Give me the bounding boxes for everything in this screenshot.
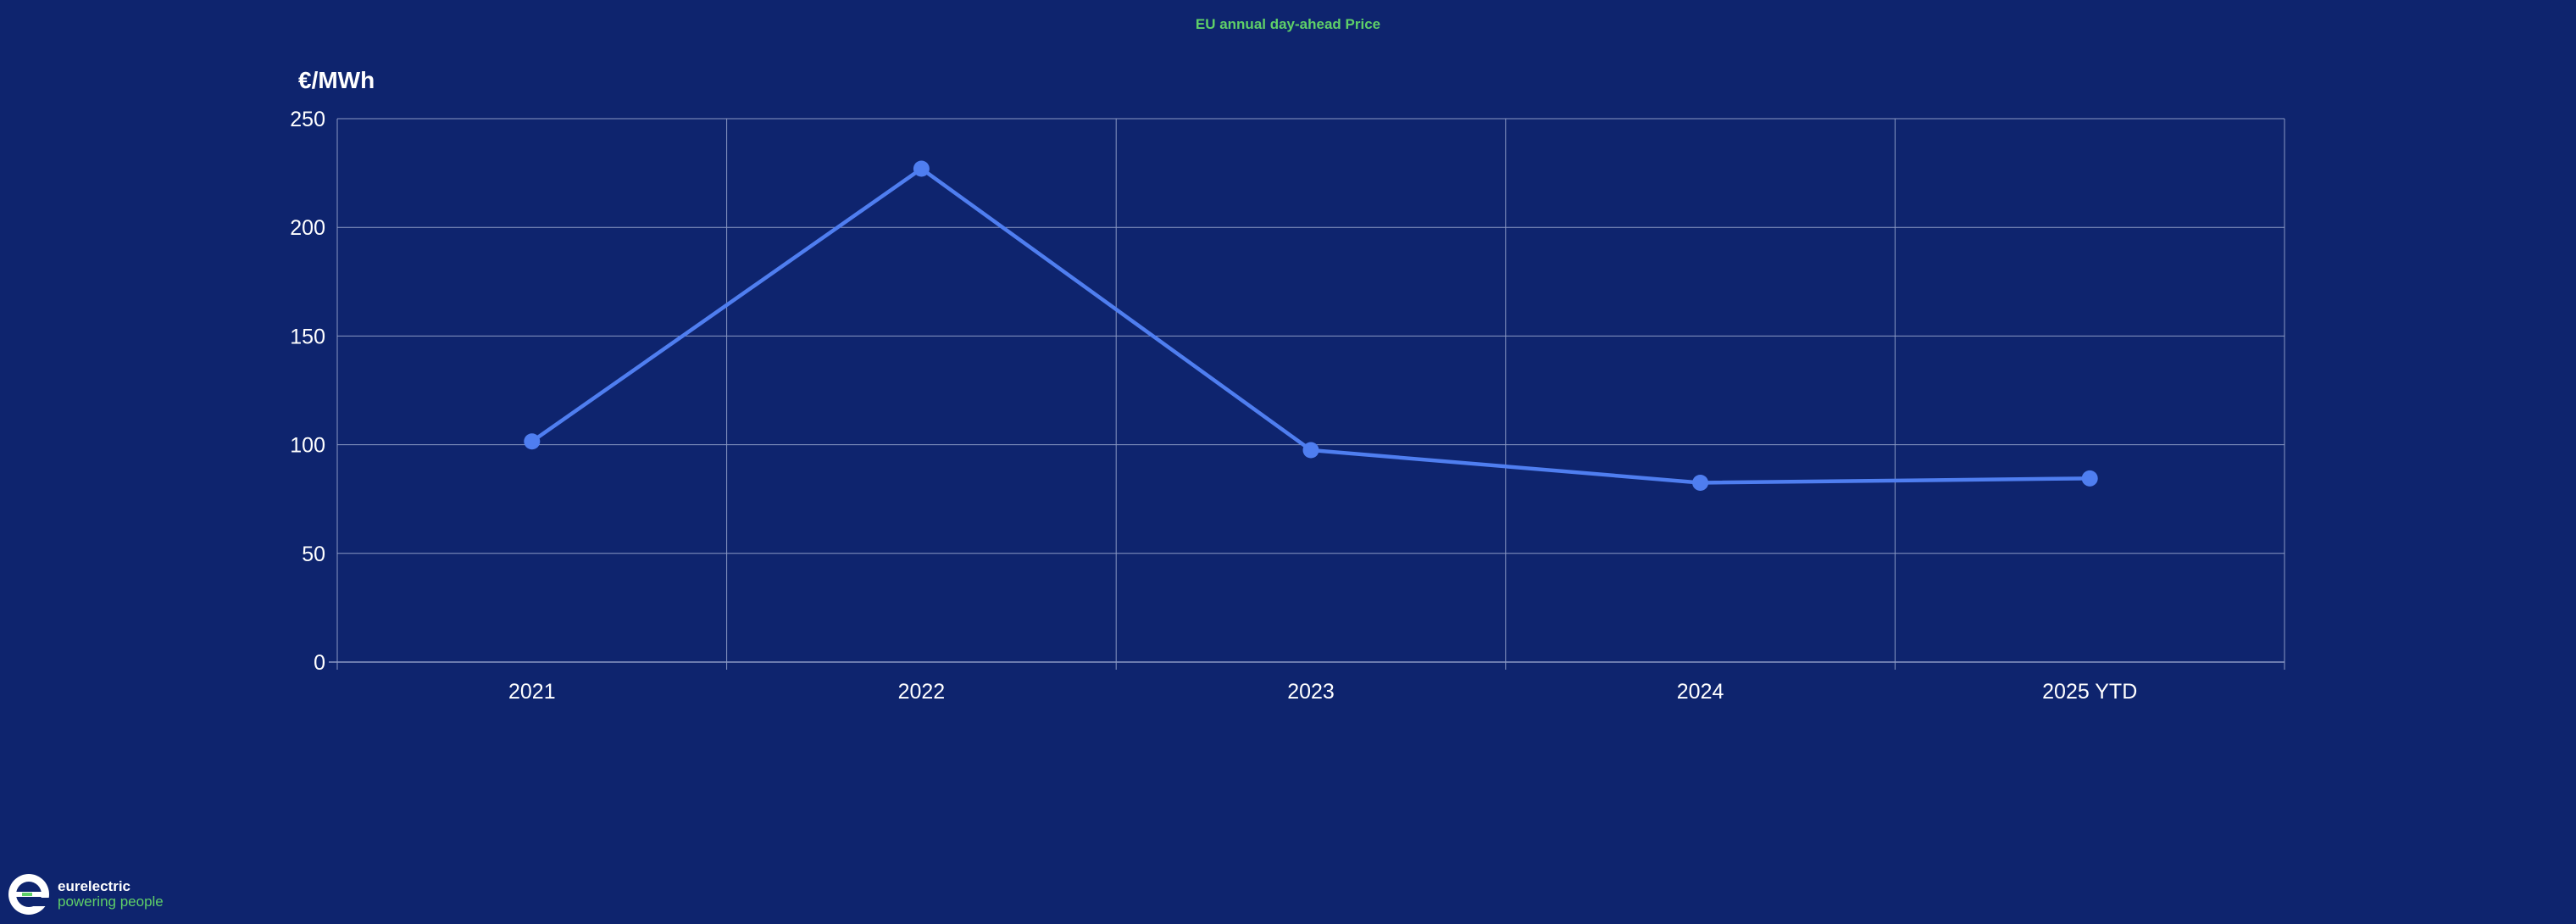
x-tick-label: 2023 bbox=[1287, 680, 1335, 704]
x-tick-label: 2024 bbox=[1677, 680, 1724, 704]
y-tick-label: 0 bbox=[314, 651, 325, 675]
data-point-2022[interactable] bbox=[913, 160, 930, 177]
data-points bbox=[524, 160, 2098, 491]
x-tick-label: 2022 bbox=[898, 680, 946, 704]
series-line-path bbox=[530, 166, 2090, 485]
chart-title: EU annual day-ahead Price bbox=[1195, 16, 1381, 32]
y-tick-label: 150 bbox=[290, 325, 325, 348]
series-line bbox=[530, 166, 2090, 485]
y-tick-labels: 0 50 100 150 200 250 bbox=[290, 108, 325, 675]
y-axis-unit-label: €/MWh bbox=[298, 67, 375, 93]
data-point-2025-ytd[interactable] bbox=[2081, 470, 2098, 487]
eurelectric-logo: eurelectric powering people bbox=[7, 871, 164, 917]
x-tick-label: 2021 bbox=[508, 680, 556, 704]
brand-tagline: powering people bbox=[58, 893, 164, 910]
x-tick-label: 2025 YTD bbox=[2042, 680, 2137, 704]
data-point-2023[interactable] bbox=[1302, 442, 1319, 459]
y-tick-label: 200 bbox=[290, 216, 325, 240]
data-point-2024[interactable] bbox=[1692, 474, 1709, 491]
brand-name: eurelectric bbox=[58, 878, 130, 895]
eurelectric-logo-icon bbox=[8, 874, 51, 915]
y-tick-label: 250 bbox=[290, 108, 325, 131]
grid-lines bbox=[336, 118, 2285, 670]
y-tick-label: 50 bbox=[302, 543, 325, 566]
data-point-2021[interactable] bbox=[524, 433, 541, 450]
x-tick-labels: 2021 2022 2023 2024 2025 YTD bbox=[508, 680, 2137, 704]
y-tick-label: 100 bbox=[290, 434, 325, 458]
